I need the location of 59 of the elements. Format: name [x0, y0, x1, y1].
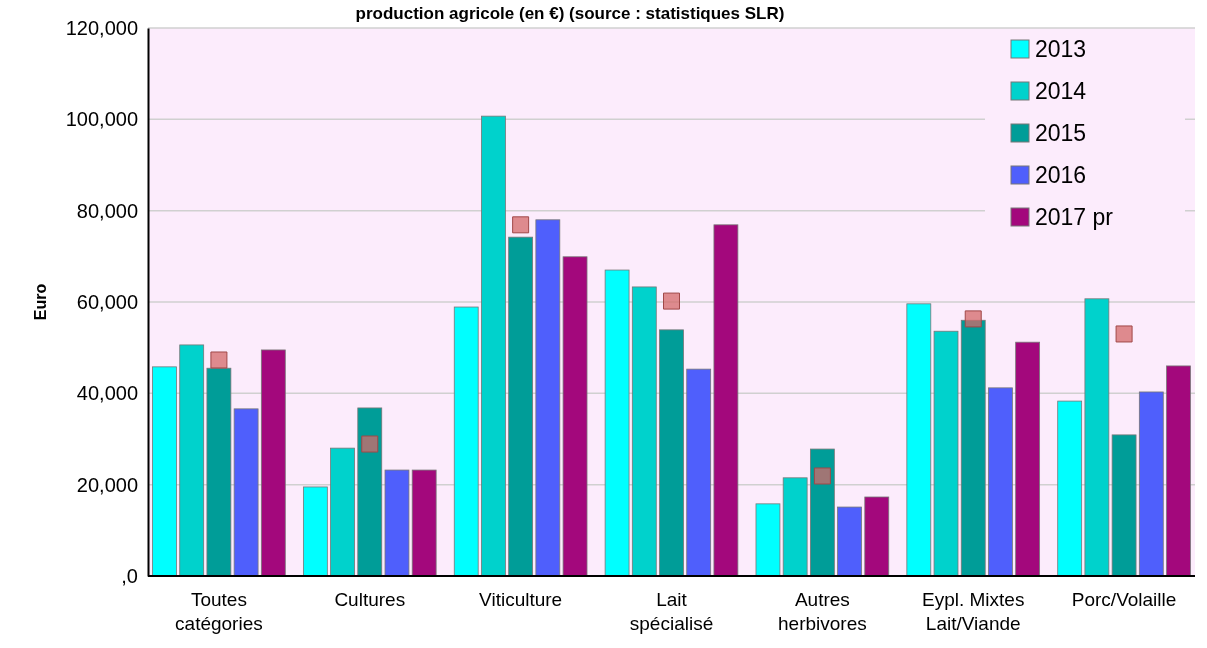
- bar: [960, 319, 986, 577]
- bar: [604, 269, 630, 577]
- bar: [1138, 391, 1164, 577]
- bar: [508, 236, 534, 577]
- y-tick-label: ,0: [121, 564, 138, 587]
- bar: [755, 503, 781, 577]
- bar: [1015, 341, 1041, 577]
- bar: [659, 329, 684, 577]
- chart-title: production agricole (en €) (source : statistiques SLR): [355, 4, 785, 23]
- bar: [1057, 400, 1083, 577]
- x-tick-label: Lait spécialisé: [629, 589, 714, 634]
- bar: [713, 224, 739, 577]
- point: [964, 310, 982, 328]
- bar: [152, 366, 177, 577]
- bar: [453, 306, 479, 577]
- y-tick-label: 80,000: [76, 199, 138, 222]
- y-axis-title: Euro: [32, 283, 49, 321]
- x-tick-label: Cultures: [334, 589, 406, 610]
- bar: [809, 448, 835, 577]
- legend-label: 2014: [1035, 78, 1087, 104]
- legend-label: 2017 pr: [1035, 204, 1114, 230]
- bar: [837, 506, 862, 577]
- bar: [906, 303, 932, 577]
- x-tick-label: Porc/Volaille: [1071, 589, 1177, 610]
- bar: [535, 219, 561, 577]
- bar: [782, 477, 808, 577]
- y-tick-label: 100,000: [65, 108, 138, 131]
- bar: [864, 496, 890, 577]
- bar: [260, 349, 286, 577]
- point: [813, 467, 831, 485]
- y-tick-label: 20,000: [76, 473, 138, 496]
- bar: [631, 286, 657, 577]
- legend-label: 2015: [1035, 120, 1087, 146]
- bar: [562, 256, 588, 577]
- bar: [988, 387, 1013, 577]
- legend-label: 2016: [1035, 162, 1087, 188]
- bar: [384, 469, 410, 577]
- x-tick-label: Viticulture: [479, 589, 563, 610]
- point: [361, 435, 379, 453]
- bar: [686, 368, 712, 577]
- bar: [481, 115, 506, 577]
- bar: [302, 486, 328, 577]
- point: [210, 351, 228, 369]
- bar: [933, 330, 959, 577]
- point: [663, 292, 680, 310]
- bar: [330, 447, 355, 577]
- point: [512, 216, 530, 234]
- point: [1115, 325, 1133, 343]
- bar: [411, 469, 437, 577]
- legend-label: 2013: [1035, 36, 1087, 62]
- x-tick-label: Eypl. Mixtes Lait/Viande: [922, 589, 1025, 634]
- y-tick-label: 60,000: [76, 290, 138, 313]
- bar: [1166, 365, 1191, 577]
- x-tick-label: Toutes catégories: [175, 589, 263, 634]
- x-tick-label: Autres herbivores: [778, 589, 867, 634]
- y-tick-label: 120,000: [65, 16, 138, 39]
- bar: [179, 344, 205, 577]
- bar: [357, 407, 383, 577]
- y-tick-label: 40,000: [76, 382, 138, 405]
